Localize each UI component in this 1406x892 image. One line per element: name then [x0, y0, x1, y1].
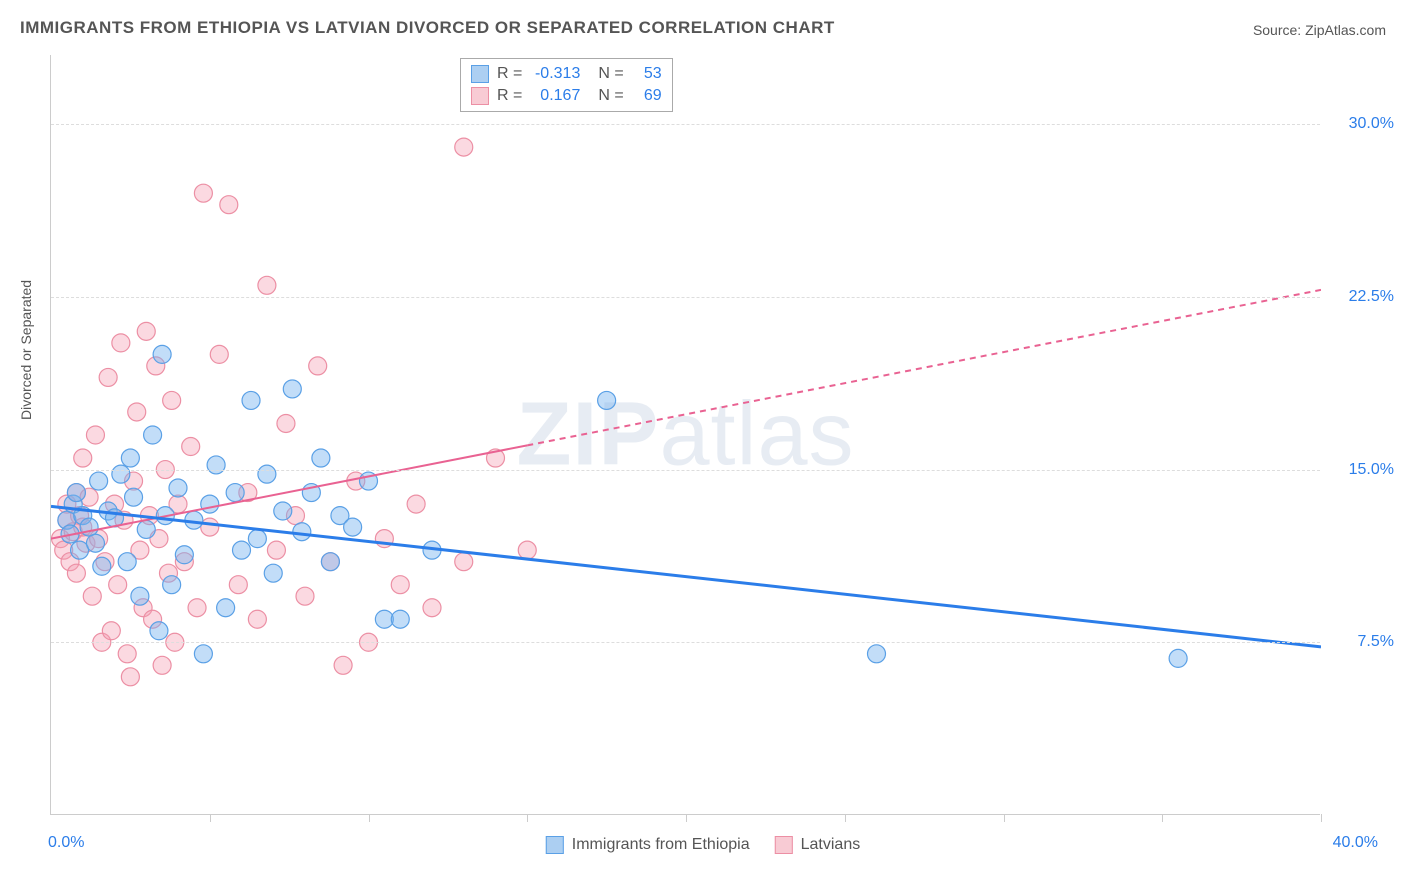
- r-label: R =: [497, 65, 522, 83]
- n-label: N =: [598, 87, 623, 105]
- legend-item-pink: Latvians: [775, 836, 861, 854]
- gridline: [51, 470, 1320, 471]
- gridline: [51, 124, 1320, 125]
- n-value-pink: 69: [632, 87, 662, 105]
- x-tick: [369, 814, 370, 822]
- r-label: R =: [497, 87, 522, 105]
- x-max-label: 40.0%: [1333, 834, 1378, 852]
- swatch-blue-icon: [546, 836, 564, 854]
- stats-row-pink: R = 0.167 N = 69: [471, 85, 662, 107]
- scatter-svg: [51, 55, 1321, 815]
- x-tick: [210, 814, 211, 822]
- source-attribution: Source: ZipAtlas.com: [1253, 22, 1386, 38]
- y-tick-label: 15.0%: [1349, 461, 1394, 479]
- x-tick: [686, 814, 687, 822]
- n-label: N =: [598, 65, 623, 83]
- x-min-label: 0.0%: [48, 834, 84, 852]
- x-tick: [1004, 814, 1005, 822]
- r-value-pink: 0.167: [530, 87, 580, 105]
- stats-row-blue: R = -0.313 N = 53: [471, 63, 662, 85]
- plot-area: ZIPatlas: [50, 55, 1320, 815]
- y-tick-label: 7.5%: [1358, 633, 1394, 651]
- r-value-blue: -0.313: [530, 65, 580, 83]
- legend-item-blue: Immigrants from Ethiopia: [546, 836, 750, 854]
- source-name: ZipAtlas.com: [1305, 22, 1386, 38]
- bottom-legend: Immigrants from Ethiopia Latvians: [546, 836, 860, 854]
- y-axis-label: Divorced or Separated: [18, 280, 34, 420]
- y-tick-label: 30.0%: [1349, 115, 1394, 133]
- swatch-pink-icon: [775, 836, 793, 854]
- x-tick: [845, 814, 846, 822]
- chart-title: IMMIGRANTS FROM ETHIOPIA VS LATVIAN DIVO…: [20, 18, 835, 38]
- gridline: [51, 297, 1320, 298]
- swatch-blue-icon: [471, 65, 489, 83]
- swatch-pink-icon: [471, 87, 489, 105]
- gridline: [51, 642, 1320, 643]
- legend-label-pink: Latvians: [801, 836, 861, 854]
- x-tick: [1162, 814, 1163, 822]
- y-tick-label: 22.5%: [1349, 288, 1394, 306]
- n-value-blue: 53: [632, 65, 662, 83]
- stats-legend: R = -0.313 N = 53 R = 0.167 N = 69: [460, 58, 673, 112]
- legend-label-blue: Immigrants from Ethiopia: [572, 836, 750, 854]
- x-tick: [1321, 814, 1322, 822]
- x-tick: [527, 814, 528, 822]
- source-label: Source:: [1253, 22, 1305, 38]
